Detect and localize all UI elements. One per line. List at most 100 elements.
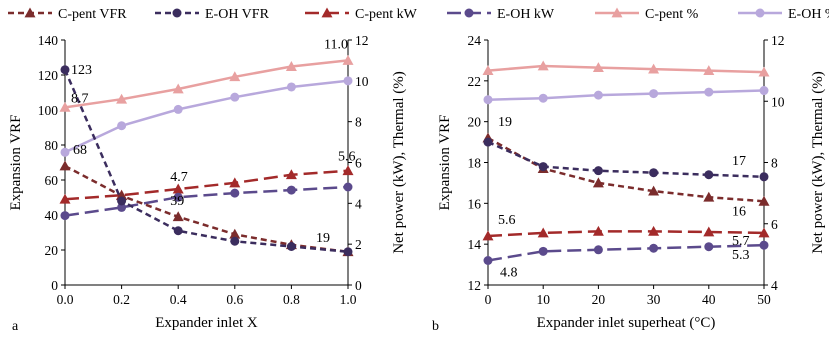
panel-a-point-e-oh--1 — [117, 121, 127, 131]
panel-b-point-c-pent-vfr-3 — [648, 185, 660, 196]
panel-b-point-e-oh--3 — [649, 89, 659, 99]
panel-a-point-e-oh--5 — [343, 76, 353, 86]
panel-a-point-c-pent-kw-2 — [172, 183, 184, 194]
panel-a-point-e-oh-vfr-1 — [117, 196, 127, 206]
legend-label-4: C-pent % — [645, 7, 699, 22]
panel-a-x-tick-label: 0.4 — [170, 292, 187, 307]
legend-marker-2 — [321, 7, 333, 18]
panel-b-point-e-oh--5 — [759, 86, 769, 96]
panel-a-right-tick-label: 4 — [355, 196, 362, 211]
panel-a-right-tick-label: 6 — [355, 156, 362, 171]
panel-a-letter: a — [12, 319, 19, 334]
panel-b-series-line-e-oh- — [487, 89, 765, 101]
panel-b-x-tick-label: 30 — [647, 292, 661, 307]
panel-a-left-axis-label: Expansion VRF — [8, 115, 24, 211]
panel-b-point-e-oh--4 — [704, 87, 714, 97]
panel-b-point-c-pent-kw-4 — [703, 226, 715, 237]
panel-b-x-tick-label: 50 — [757, 292, 771, 307]
panel-a-right-tick-label: 0 — [355, 278, 362, 293]
panel-a-data-label-3: 4.7 — [170, 170, 188, 185]
panel-b-data-label-6: 5.3 — [732, 248, 750, 263]
panel-b-series-line-e-oh-kw — [487, 243, 765, 262]
panel-b-series-line-e-oh-vfr — [487, 140, 765, 179]
panel-a-point-e-oh--3 — [230, 92, 240, 102]
panel-a-point-e-oh-kw-3 — [230, 188, 240, 198]
panel-b-left-tick-label: 16 — [468, 196, 482, 211]
panel-a-series-line-e-oh-vfr — [63, 69, 349, 254]
panel-a-data-label-6: 11.0 — [324, 37, 348, 52]
panel-b-point-e-oh--1 — [538, 93, 548, 103]
panel-b-point-e-oh-kw-5 — [759, 240, 769, 250]
panel-b-x-tick-label: 20 — [592, 292, 606, 307]
panel-b-point-c-pent--2 — [592, 62, 604, 72]
panel-b-point-e-oh-vfr-1 — [538, 162, 548, 172]
legend-marker-5 — [755, 8, 765, 18]
panel-a-x-tick-label: 0.6 — [226, 292, 243, 307]
panel-a-point-c-pent--4 — [285, 61, 297, 71]
panel-b-point-e-oh-kw-4 — [704, 242, 714, 252]
panel-a-data-label-2: 68 — [73, 143, 87, 158]
panel-b-series-line-c-pent- — [487, 64, 765, 74]
panel-a-point-c-pent-kw-3 — [229, 177, 241, 188]
panel-b-right-axis-label: Net power (kW), Thermal (%) — [810, 71, 826, 254]
panel-b-data-label-0: 19 — [498, 115, 512, 130]
panel-a-data-label-4: 39 — [170, 194, 184, 209]
panel-b-point-c-pent-kw-0 — [482, 230, 494, 241]
panel-b-point-c-pent--3 — [648, 63, 660, 74]
panel-a-left-tick-label: 60 — [45, 173, 59, 188]
panel-b-point-e-oh-vfr-3 — [649, 168, 659, 178]
panel-b-point-e-oh-vfr-5 — [759, 172, 769, 182]
panel-b-point-c-pent-kw-1 — [537, 227, 549, 238]
panel-a-point-e-oh--4 — [286, 82, 296, 92]
panel-a-left-tick-label: 20 — [45, 243, 59, 258]
panel-b-right-tick-label: 8 — [771, 156, 778, 171]
panel-b-data-label-5: 5.7 — [732, 234, 750, 249]
panel-a-point-c-pent-vfr-0 — [59, 160, 71, 171]
panel-a-point-e-oh-kw-4 — [286, 185, 296, 195]
legend-label-5: E-OH % — [788, 7, 829, 22]
panel-a-right-tick-label: 10 — [355, 74, 369, 89]
panel-b-data-label-4: 16 — [732, 204, 746, 219]
panel-a-left-tick-label: 0 — [51, 278, 58, 293]
legend-label-3: E-OH kW — [497, 7, 555, 22]
panel-b-point-e-oh-kw-0 — [483, 256, 493, 265]
panel-b-point-c-pent-vfr-5 — [758, 195, 770, 206]
panel-b-right-tick-label: 12 — [771, 33, 785, 48]
panel-a-series-line-e-oh- — [64, 79, 349, 154]
panel-a-x-tick-label: 0.2 — [113, 292, 130, 307]
panel-b-point-c-pent--5 — [758, 66, 770, 77]
panel-a-point-c-pent-vfr-2 — [172, 211, 184, 222]
panel-a-left-tick-label: 80 — [45, 138, 59, 153]
panel-b-point-e-oh-vfr-2 — [593, 166, 603, 176]
panel-a-left-tick-label: 140 — [38, 33, 59, 48]
legend-marker-1 — [172, 8, 182, 18]
panel-a-point-c-pent--2 — [172, 83, 184, 94]
panel-a-point-c-pent--3 — [229, 71, 241, 82]
panel-a-data-label-5: 5.6 — [338, 150, 356, 165]
legend-label-0: C-pent VFR — [58, 7, 127, 22]
panel-b-data-label-2: 4.8 — [500, 266, 518, 281]
panel-a-point-e-oh-kw-5 — [343, 182, 353, 192]
panel-b-left-tick-label: 14 — [468, 237, 482, 252]
panel-a-point-c-pent-kw-4 — [285, 169, 297, 180]
panel-b-point-c-pent--0 — [482, 65, 494, 76]
panel-b-point-c-pent-vfr-4 — [703, 191, 715, 202]
panel-a-point-c-pent--1 — [116, 93, 128, 104]
panel-a-left-tick-label: 100 — [38, 103, 59, 118]
panel-b-point-c-pent-kw-5 — [758, 227, 770, 238]
panel-a-series-line-e-oh-kw — [64, 185, 349, 217]
panel-b-left-tick-label: 24 — [468, 33, 482, 48]
panel-a-point-e-oh-vfr-2 — [173, 226, 183, 236]
panel-a-right-axis-label: Net power (kW), Thermal (%) — [391, 71, 407, 254]
panel-b-left-tick-label: 12 — [468, 278, 482, 293]
panel-b-x-tick-label: 10 — [536, 292, 550, 307]
panel-b-point-e-oh-kw-1 — [538, 246, 548, 256]
panel-a-point-c-pent-kw-0 — [59, 193, 71, 204]
legend-label-2: C-pent kW — [355, 7, 418, 22]
panel-b-x-tick-label: 0 — [485, 292, 492, 307]
panel-b-series-line-c-pent-vfr — [487, 136, 765, 203]
panel-a-right-tick-label: 8 — [355, 115, 362, 130]
panel-b-letter: b — [432, 319, 439, 334]
panel-b-x-tick-label: 40 — [702, 292, 716, 307]
panel-a-point-e-oh--0 — [60, 147, 70, 157]
